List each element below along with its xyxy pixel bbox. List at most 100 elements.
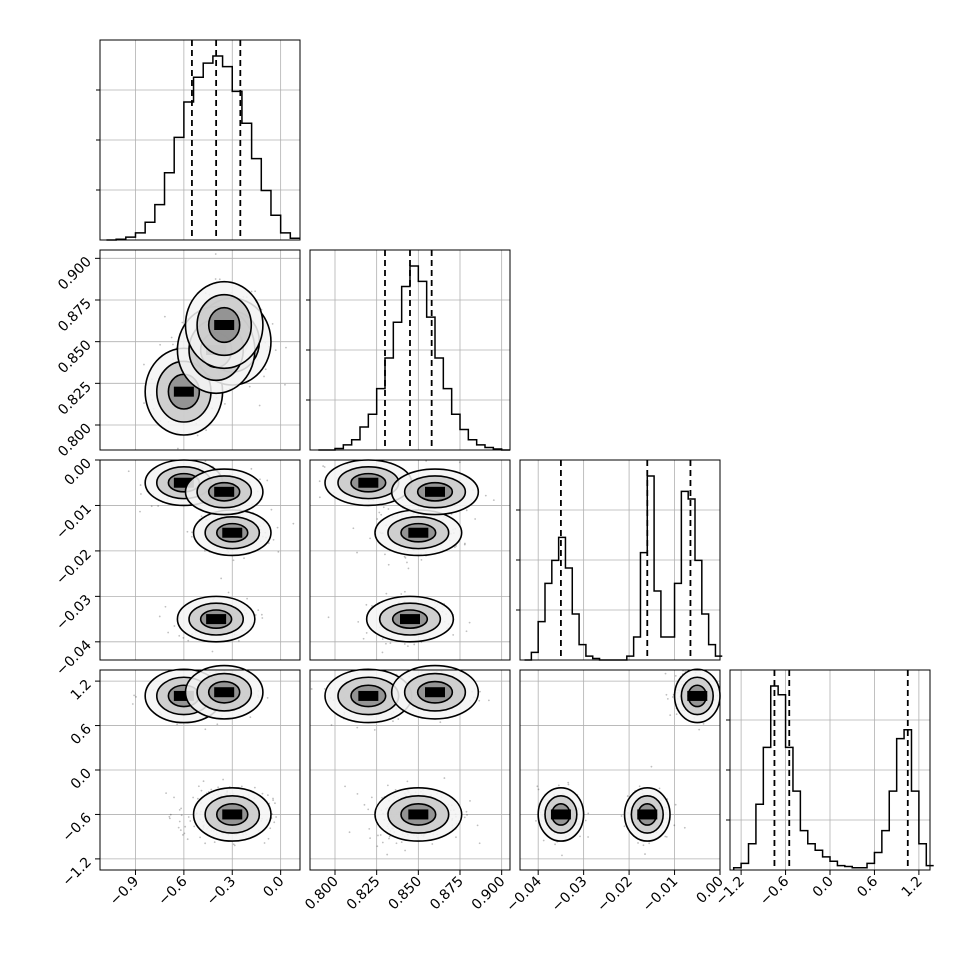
scatter-point	[139, 484, 142, 486]
y-tick-label: −0.6	[59, 810, 94, 845]
scatter-point	[367, 808, 370, 811]
y-tick-label: 0.900	[55, 254, 95, 294]
scatter-point	[620, 815, 623, 817]
x-tick-label: 0.800	[302, 874, 342, 914]
scatter-point	[168, 815, 171, 818]
scatter-point	[413, 643, 416, 646]
scatter-point	[377, 834, 379, 837]
scatter-point	[381, 651, 384, 654]
scatter-point	[420, 558, 423, 561]
scatter-point	[204, 728, 207, 731]
scatter-point	[478, 842, 481, 845]
scatter-point	[183, 832, 186, 835]
scatter-point	[275, 816, 277, 818]
scatter-point	[172, 343, 174, 346]
y-tick-label: 0.00	[61, 456, 94, 489]
x-tick-label: −0.3	[204, 874, 239, 909]
scatter-point	[131, 703, 134, 705]
scatter-point	[664, 672, 667, 675]
histogram-bars	[524, 475, 723, 661]
panel-frame	[99, 459, 301, 661]
scatter-point	[348, 831, 351, 834]
scatter-point	[453, 546, 456, 549]
scatter-point	[406, 780, 409, 783]
x-tick-label: 0.900	[469, 874, 509, 914]
scatter-point	[173, 796, 175, 799]
scatter-point	[233, 844, 236, 847]
scatter-point	[469, 800, 471, 802]
scatter-point	[675, 713, 678, 716]
scatter-point	[479, 690, 481, 693]
scatter-point	[536, 785, 539, 788]
density-peak	[637, 809, 658, 820]
scatter-point	[184, 825, 187, 828]
scatter-point	[168, 817, 171, 820]
density-peak	[214, 687, 235, 698]
scatter-point	[658, 787, 661, 790]
scatter-point	[200, 515, 203, 518]
scatter-point	[671, 696, 674, 698]
scatter-point	[232, 843, 235, 846]
scatter-point	[403, 643, 406, 645]
scatter-point	[698, 728, 701, 731]
scatter-point	[388, 835, 391, 838]
scatter-point	[400, 593, 403, 595]
scatter-point	[554, 843, 556, 846]
scatter-point	[379, 834, 382, 836]
scatter-point	[204, 842, 207, 845]
scatter-point	[187, 639, 190, 642]
y-tick-label: 0.6	[68, 721, 95, 748]
scatter-point	[158, 615, 161, 618]
scatter-point	[492, 499, 495, 501]
scatter-point	[181, 833, 184, 836]
scatter-point	[177, 826, 180, 829]
scatter-point	[178, 634, 181, 637]
panel-frame	[99, 249, 301, 451]
scatter-point	[373, 729, 376, 731]
scatter-point	[406, 561, 408, 564]
x-tick-label: −0.6	[155, 873, 190, 908]
density-peak	[206, 614, 227, 625]
density-peak	[408, 527, 429, 538]
scatter-point	[193, 825, 196, 828]
scatter-point	[587, 836, 589, 838]
scatter-point	[387, 508, 390, 510]
scatter-point	[190, 535, 193, 538]
scatter-point	[369, 537, 371, 540]
scatter-point	[425, 460, 428, 462]
scatter-point	[222, 778, 225, 781]
scatter-point	[665, 835, 668, 838]
scatter-point	[476, 824, 479, 827]
scatter-point	[143, 363, 145, 366]
scatter-point	[217, 786, 220, 789]
scatter-point	[385, 642, 387, 645]
scatter-point	[356, 792, 359, 795]
scatter-point	[272, 797, 274, 800]
y-tick-label: −0.03	[53, 592, 95, 634]
scatter-point	[579, 835, 581, 838]
scatter-point	[267, 837, 270, 840]
scatter-point	[323, 687, 326, 690]
scatter-point	[637, 842, 639, 844]
density-peak	[358, 690, 379, 701]
scatter-point	[260, 613, 263, 616]
scatter-point	[407, 567, 410, 570]
scatter-point	[143, 402, 145, 404]
scatter-point	[197, 785, 200, 788]
x-tick-label: −0.03	[549, 874, 591, 916]
density-peak	[425, 486, 445, 497]
scatter-point	[214, 278, 217, 280]
panel-frame	[309, 459, 511, 661]
scatter-point	[642, 844, 645, 847]
scatter-point	[199, 836, 201, 839]
scatter-point	[232, 559, 235, 562]
scatter-point	[213, 841, 216, 844]
scatter-point	[382, 506, 385, 509]
scatter-point	[465, 509, 468, 512]
scatter-point	[169, 813, 172, 816]
density-peak	[687, 690, 708, 701]
y-tick-label: 0.0	[68, 766, 95, 793]
scatter-point	[250, 467, 253, 470]
scatter-point	[365, 632, 368, 634]
